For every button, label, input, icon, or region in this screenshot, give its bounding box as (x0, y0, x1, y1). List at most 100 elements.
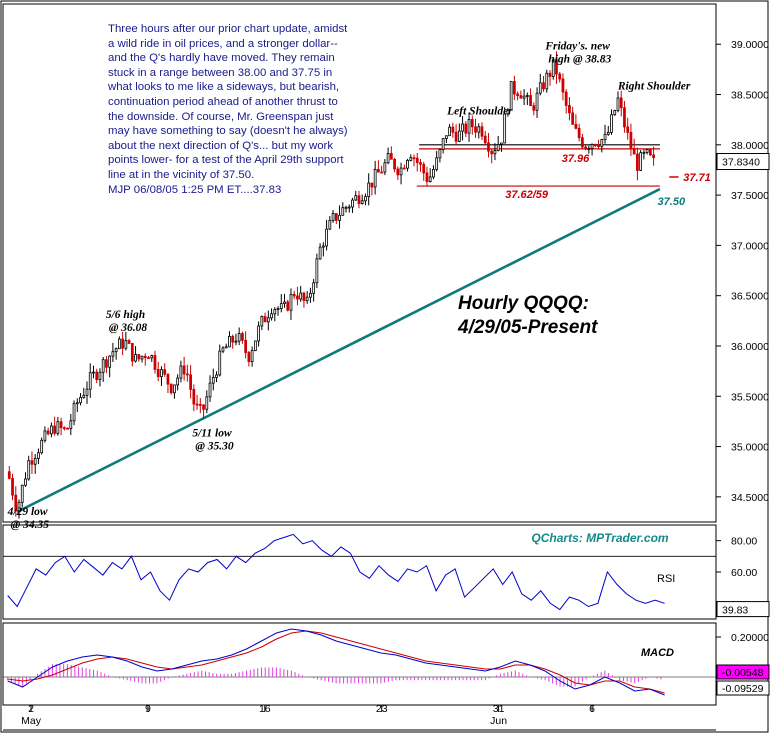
candle-body (11, 477, 14, 496)
candle-body (88, 372, 92, 390)
chart-annotation-value: @ 35.30 (195, 441, 234, 453)
candle-body (483, 135, 487, 144)
candle-body (639, 152, 643, 171)
candle-body (600, 139, 604, 147)
price-panel-frame (2, 3, 717, 523)
candle-body (561, 78, 565, 93)
price-tick-label: 38.0000 (731, 140, 769, 152)
candle-body (419, 162, 422, 165)
candle-body (529, 95, 532, 107)
candle-body (645, 149, 649, 153)
candle-body (328, 219, 332, 230)
candle-body (331, 213, 335, 221)
candle-body (525, 95, 529, 97)
candle-body (85, 388, 89, 396)
candle-body (292, 293, 296, 297)
candle-body (296, 295, 299, 300)
candle-body (626, 126, 630, 133)
level-label-37-62-59: 37.62/59 (505, 189, 549, 201)
candle-body (548, 72, 552, 77)
rsi-tick-label: 80.00 (731, 536, 757, 548)
candle-body (312, 282, 316, 294)
candle-body (474, 126, 477, 133)
candle-body (480, 126, 484, 137)
candle-body (347, 206, 351, 209)
candle-body (393, 158, 396, 170)
candle-body (412, 157, 416, 160)
candle-body (564, 91, 568, 106)
candle-body (241, 333, 244, 341)
macd-last-tag (716, 680, 770, 696)
candle-body (623, 107, 626, 128)
candle-body (321, 245, 325, 248)
last-price-label: 37.8340 (722, 157, 760, 169)
candle-body (386, 153, 390, 164)
candle-body (470, 119, 474, 128)
candle-body (43, 430, 47, 441)
candle-body (568, 105, 571, 114)
candle-body (50, 425, 53, 435)
candle-body (147, 357, 150, 360)
candle-body (179, 365, 183, 379)
candle-body (477, 126, 481, 133)
date-tick-label: 9 (145, 703, 151, 715)
candle-body (551, 59, 555, 77)
candle-body (354, 195, 358, 201)
candle-body (509, 81, 513, 111)
chart-subtitle: 4/29/05-Present (458, 317, 598, 338)
candle-body (30, 460, 34, 465)
candle-body (402, 167, 406, 170)
candle-body (302, 292, 306, 301)
candle-body (519, 95, 523, 99)
candle-body (205, 396, 209, 410)
candle-body (260, 316, 264, 327)
candle-body (587, 148, 591, 150)
candle-body (160, 369, 163, 378)
chart-annotation-value: high @ 38.83 (548, 53, 611, 65)
candle-body (182, 365, 186, 375)
candle-body (422, 163, 426, 174)
candle-body (357, 195, 361, 205)
macd-panel-frame (2, 622, 717, 706)
candle-body (383, 162, 387, 173)
candle-body (228, 335, 231, 348)
candle-body (636, 153, 639, 171)
price-tick-label: 38.5000 (731, 90, 769, 102)
candle-body (118, 338, 121, 350)
candle-body (389, 153, 393, 160)
candle-body (396, 168, 400, 176)
candle-body (338, 214, 341, 221)
candle-body (189, 374, 192, 390)
candle-body (399, 167, 403, 176)
candle-body (603, 133, 607, 141)
candle-body (438, 149, 442, 159)
candle-body (105, 359, 108, 368)
month-tick-label: Jun (490, 715, 507, 727)
month-tick-label: May (21, 715, 42, 727)
candle-body (464, 123, 468, 134)
candle-body (448, 126, 451, 137)
candle-body (66, 427, 69, 430)
candle-body (130, 343, 134, 362)
candle-body (266, 317, 270, 323)
candle-body (95, 371, 99, 380)
candle-body (574, 123, 578, 129)
candle-body (211, 377, 215, 384)
candle-body (195, 403, 199, 406)
candle-body (263, 316, 267, 323)
candle-body (435, 157, 439, 170)
commentary-text: Three hours after our prior chart update… (108, 23, 348, 196)
candle-body (98, 371, 102, 380)
rsi-tick-label: 60.00 (731, 567, 757, 579)
candle-body (218, 350, 222, 376)
candle-body (14, 494, 18, 512)
candle-body (224, 346, 228, 349)
candle-body (370, 182, 374, 188)
rsi-last-label: 39.83 (722, 605, 748, 617)
candle-body (558, 73, 562, 80)
chart-annotation-value: @ 36.08 (109, 322, 148, 334)
macd-line (7, 628, 665, 696)
macd-hist-last-label: -0.00548 (722, 667, 764, 679)
candle-body (257, 325, 260, 342)
